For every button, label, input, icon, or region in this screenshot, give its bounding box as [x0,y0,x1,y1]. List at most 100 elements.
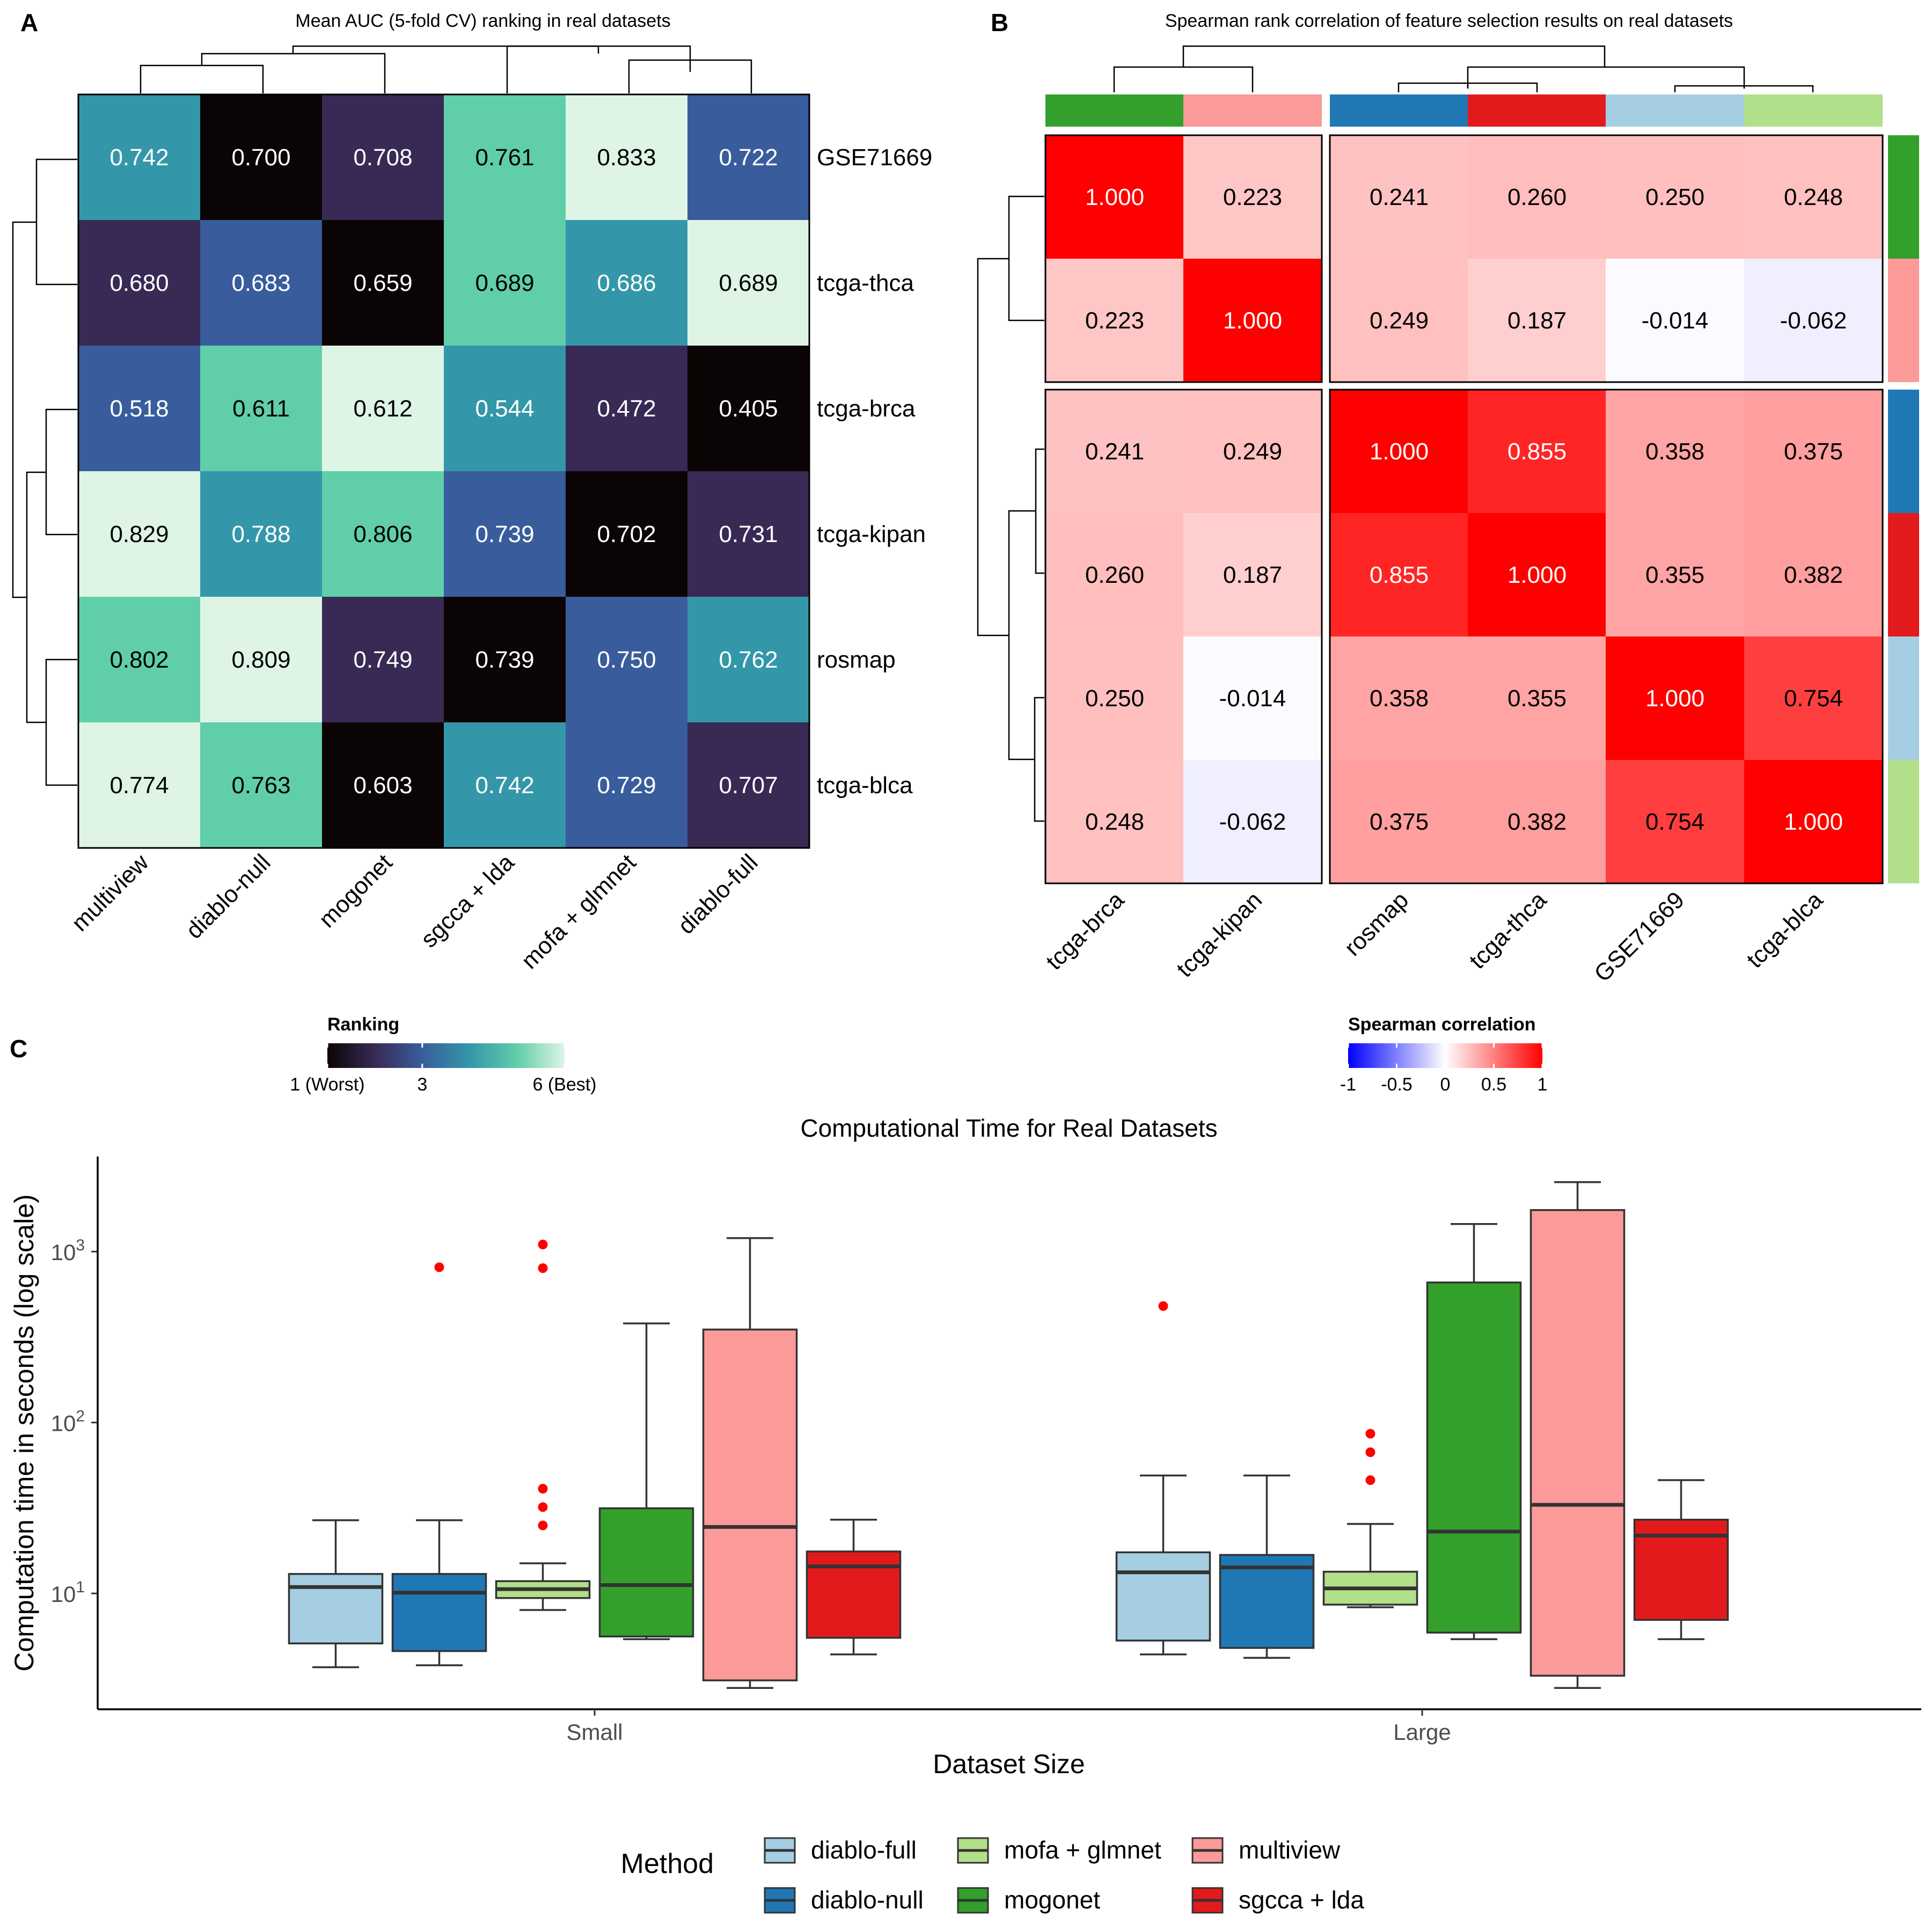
heatmap-a-cell-value: 0.802 [109,647,169,673]
heatmap-b-cell [1045,636,1184,760]
heatmap-a-cell [78,220,201,346]
heatmap-a-cell-value: 0.829 [109,521,169,547]
boxplot-title: Computational Time for Real Datasets [800,1114,1217,1142]
heatmap-b-column-annotation-cell [1330,94,1468,127]
heatmap-a-cell-value: 0.680 [109,270,169,296]
heatmap-a-cells: 0.742 0.700 0.708 0.761 0.833 0.722 0.680 0.683… [78,94,810,848]
heatmap-b-column-dendrogram [1113,45,1814,92]
heatmap-a-cell-value: 0.750 [597,647,656,673]
legend-ranking-ticks: 1 (Worst) 3 6 (Best) [290,1043,597,1095]
heatmap-b-cell-value: 0.223 [1085,308,1144,334]
heatmap-a-cell-value: 0.544 [475,396,534,422]
heatmap-b-block-border [1044,134,1323,383]
legend-spearman-tick-label: -1 [1340,1074,1356,1095]
heatmap-b-column-annotation-cell [1744,94,1883,127]
heatmap-b-cell [1045,760,1184,884]
heatmap-b-cell-value: -0.014 [1642,308,1709,334]
heatmap-b-column-annotation [1045,94,1883,127]
heatmap-a-cell [78,94,201,221]
heatmap-a-cell-value: 0.700 [231,144,290,171]
heatmap-b-block-border [1329,389,1884,884]
heatmap-b-cell [1606,135,1744,259]
box-multiview-large [1529,1181,1626,1689]
heatmap-b: Spearman rank correlation of feature sel… [977,11,1919,987]
boxplot-boxes [288,1181,1729,1689]
heatmap-a-cell [444,220,566,346]
legend-item-multiview: multiview [1191,1836,1341,1864]
heatmap-b-column-annotation-cell [1045,94,1184,127]
heatmap-a-cell [444,471,566,597]
heatmap-a-cell [322,597,444,723]
heatmap-b-cell-value: 0.375 [1370,809,1429,835]
heatmap-a-cell-value: 0.707 [719,772,778,799]
heatmap-b-block-border [1044,389,1323,884]
boxplot-x-tick-label: Small [566,1719,623,1745]
heatmap-a-cell [322,220,444,346]
boxplot-y-tick-label: 102 [51,1408,85,1436]
heatmap-a-cell [687,597,810,723]
heatmap-b-title: Spearman rank correlation of feature sel… [1165,11,1733,31]
heatmap-b-cell [1744,390,1883,514]
heatmap-a-cell [200,471,323,597]
heatmap-b-cell-value: 0.223 [1223,184,1282,210]
heatmap-b-cell [1330,390,1468,514]
heatmap-a-row-label: rosmap [817,647,896,673]
heatmap-b-cell [1744,760,1883,884]
box-outlier [538,1263,548,1274]
box-multiview-small [702,1237,798,1689]
box-diablo-full-small [288,1519,384,1668]
heatmap-a-cell [78,722,201,848]
heatmap-a-cell [322,346,444,472]
heatmap-a-cell-value: 0.659 [353,270,412,296]
heatmap-b-cell [1468,636,1606,760]
heatmap-b-cell [1330,259,1468,383]
legend-item-mofa-glmnet: mofa + glmnet [957,1836,1161,1864]
box-mofa-glmnet-large [1322,1429,1418,1608]
heatmap-b-cell-value: 0.855 [1507,438,1567,465]
heatmap-b-cell [1045,135,1184,259]
heatmap-b-cell [1330,513,1468,637]
heatmap-b-row-dendrogram [977,195,1044,822]
heatmap-a-cell-value: 0.518 [109,396,169,422]
heatmap-a-cell [322,471,444,597]
heatmap-b-cell [1606,390,1744,514]
heatmap-b-cell-value: 0.248 [1085,809,1144,835]
heatmap-a-cell-value: 0.686 [597,270,656,296]
heatmap-b-cell-value: 0.754 [1645,809,1704,835]
heatmap-a-cell-value: 0.762 [719,647,778,673]
heatmap-b-cell [1606,259,1744,383]
heatmap-b-row-annotation-cell [1888,513,1919,636]
heatmap-b-cell [1744,513,1883,637]
heatmap-a-cell [566,597,688,723]
legend-spearman-tick-label: 0.5 [1481,1074,1506,1095]
box-body [1426,1281,1522,1634]
heatmap-b-row-annotation-cell [1888,135,1919,259]
heatmap-b-cell-value: 0.250 [1645,184,1704,210]
heatmap-a-cell [687,346,810,472]
heatmap-b-cell-value: 0.249 [1370,308,1429,334]
heatmap-b-cell-value: 0.355 [1507,685,1567,712]
heatmap-b-cell [1468,513,1606,637]
heatmap-b-cell [1045,513,1184,637]
heatmap-b-cell-value: 0.260 [1085,562,1144,588]
heatmap-b-cell [1045,259,1184,383]
heatmap-a-cell-value: 0.722 [719,144,778,171]
heatmap-a-cell-value: 0.603 [353,772,412,799]
panel-label-a: A [20,9,38,36]
heatmap-a-cell [444,94,566,221]
legend-item-diablo-full: diablo-full [764,1836,917,1864]
box-body [1115,1551,1211,1642]
boxplot-legend: Method diablo-full diablo-null mofa + glmn… [621,1836,1365,1914]
box-body [391,1573,487,1652]
heatmap-a-cell [200,220,323,346]
heatmap-b-cell [1468,259,1606,383]
heatmap-b-cell-value: 1.000 [1645,685,1704,712]
box-outlier [538,1483,548,1494]
heatmap-b-cell [1468,390,1606,514]
box-outlier [1365,1447,1375,1458]
heatmap-b-cell-value: 0.249 [1223,438,1282,465]
heatmap-a: Mean AUC (5-fold CV) ranking in real dat… [12,11,932,974]
heatmap-a-cell-value: 0.742 [109,144,169,171]
heatmap-b-cell-value: -0.062 [1780,308,1847,334]
